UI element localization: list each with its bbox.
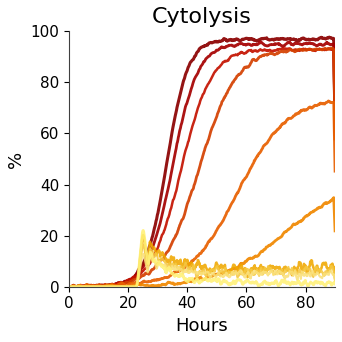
X-axis label: Hours: Hours — [176, 317, 228, 335]
Title: Cytolysis: Cytolysis — [152, 7, 252, 27]
Y-axis label: %: % — [7, 150, 25, 168]
